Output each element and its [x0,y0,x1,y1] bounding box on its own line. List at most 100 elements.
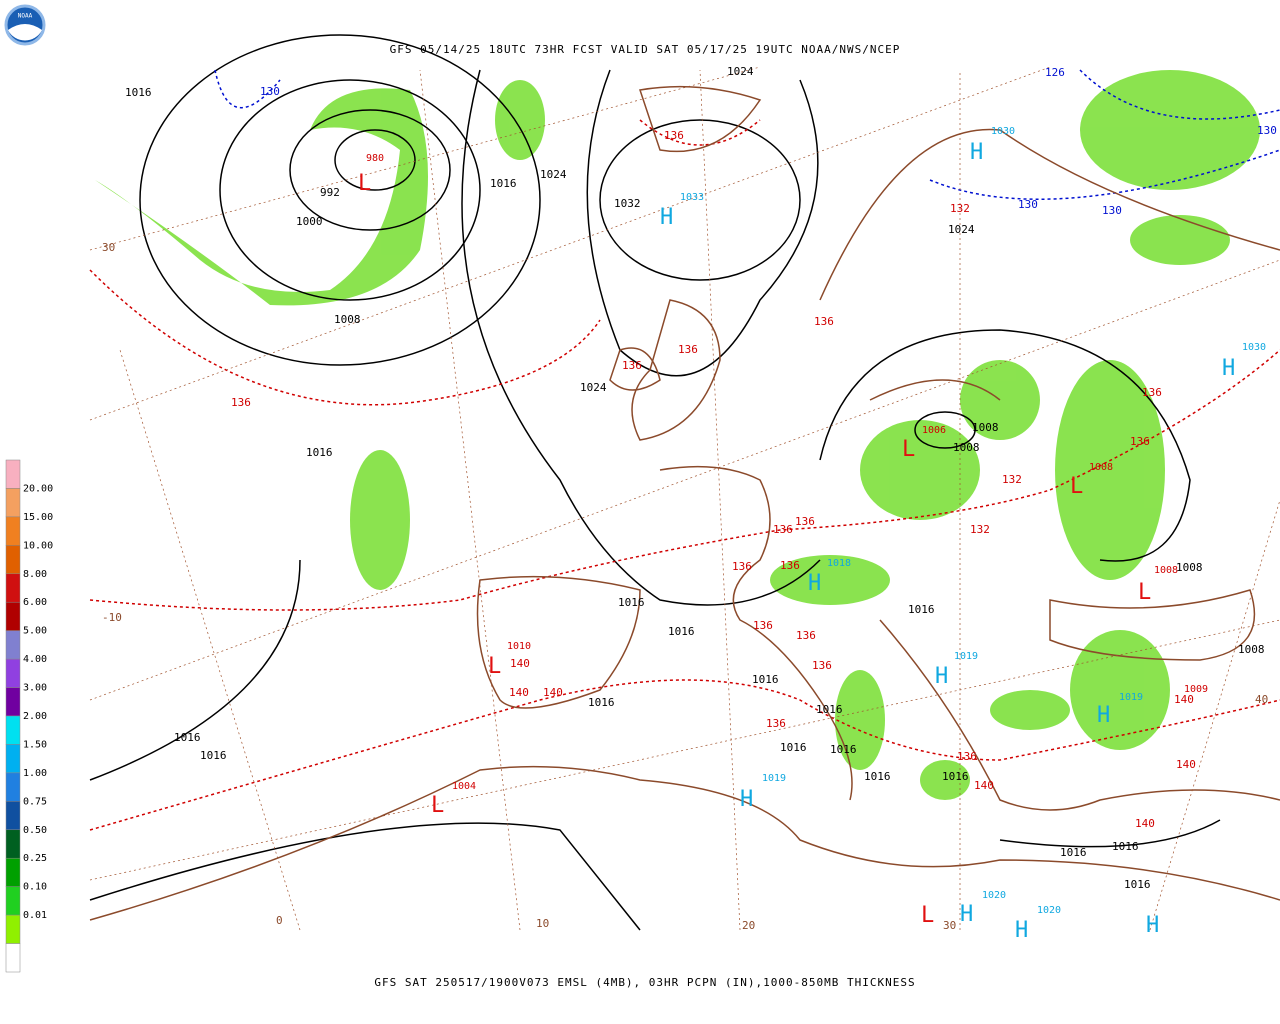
precip [1130,215,1230,265]
logo-text: NOAA [18,13,33,20]
coast [879,619,1280,811]
highval-label: 1019 [762,773,786,784]
warm-label: 140 [510,657,530,670]
isobar-label: 1016 [908,603,935,616]
grid-line [89,66,1280,881]
lowval-label: 1008 [1154,565,1178,576]
warm-label: 132 [950,202,970,215]
legend-label: 4.00 [23,654,47,665]
grid-label: -10 [102,611,122,624]
legend-swatch [5,914,21,944]
thickness [214,69,281,109]
warm-label: 132 [970,523,990,536]
coast [631,299,721,441]
high-label: H [1146,913,1159,938]
warm-label: 136 [753,619,773,632]
high-label: H [1015,918,1028,943]
warm-label: 136 [1130,435,1150,448]
warm-label: 136 [812,659,832,672]
legend-label: 10.00 [23,540,53,551]
warm-label: 136 [732,560,752,573]
legend-label: 0.10 [23,882,47,893]
warm-label: 136 [773,523,793,536]
coast [1049,589,1256,661]
isobar-label: 1024 [948,223,975,236]
legend-swatch [5,829,21,859]
precip [990,690,1070,730]
isobar-label: 1016 [942,770,969,783]
isobar-label: 1024 [727,65,754,78]
isobar-label: 1016 [668,625,695,638]
legend-swatch [5,744,21,774]
warm-label: 140 [509,686,529,699]
isobar-label: 1016 [200,749,227,762]
isobars [89,34,1221,931]
thickness [1079,69,1280,120]
isobar-label: 1000 [296,215,323,228]
legend-label: 3.00 [23,683,47,694]
warm-label: 136 [231,396,251,409]
legend-swatch [5,488,21,518]
highval-label: 1018 [827,558,851,569]
isobar [461,69,821,606]
isobar-label: 1008 [972,421,999,434]
grid-label: 0 [276,914,283,927]
warm-label: 136 [766,717,786,730]
isobar-label: 1032 [614,197,641,210]
legend-label: 0.01 [23,910,47,921]
precip [350,450,410,590]
isobar [89,822,641,931]
low-label: L [431,793,444,818]
lowval-label: 1006 [922,425,946,436]
isobar-label: 1024 [540,168,567,181]
thickness-cold [214,69,1280,200]
low-label: L [488,654,501,679]
legend: 20.00 15.00 10.00 8.00 6.00 5.00 4.00 3.00 2.00 1… [5,459,53,973]
legend-swatch [5,459,21,489]
isobar-label: 1016 [780,741,807,754]
low-label: L [1070,474,1083,499]
map-caption: GFS SAT 250517/1900V073 EMSL (4MB), 03HR… [374,976,915,989]
isobar [89,559,301,781]
legend-swatch [5,943,21,973]
warm-label: 140 [974,779,994,792]
warm-label: 140 [1174,693,1194,706]
isobar-label: 1016 [864,770,891,783]
precip [495,80,545,160]
isobar [586,69,819,377]
isobar-label: 1016 [1112,840,1139,853]
warm-label: 136 [957,750,977,763]
highval-label: 1020 [1037,905,1061,916]
warm-label: 140 [1176,758,1196,771]
legend-label: 15.00 [23,512,53,523]
isobar [819,329,1191,562]
grid-label: 20 [742,919,755,932]
precip [95,88,428,306]
legend-label: 0.75 [23,796,47,807]
warm-label: 136 [678,343,698,356]
cold-label: 130 [1018,198,1038,211]
isobar [289,109,451,231]
high-label: H [960,902,973,927]
legend-label: 5.00 [23,626,47,637]
isobar-label: 1016 [618,596,645,609]
warm-label: 140 [543,686,563,699]
highval-label: 1020 [982,890,1006,901]
grid-line [119,69,1280,931]
cold-label: 126 [1045,66,1065,79]
warm-label: 136 [814,315,834,328]
precip [1055,360,1165,580]
warm-label: 136 [622,359,642,372]
precip-areas [95,70,1260,800]
isobar [999,819,1221,848]
isobar-label: 1016 [816,703,843,716]
thickness [89,269,601,406]
legend-swatch [5,545,21,575]
isobar [914,411,976,449]
legend-label: 20.00 [23,483,53,494]
legend-label: 2.00 [23,711,47,722]
isobar [599,119,801,281]
high-label: H [1097,703,1110,728]
